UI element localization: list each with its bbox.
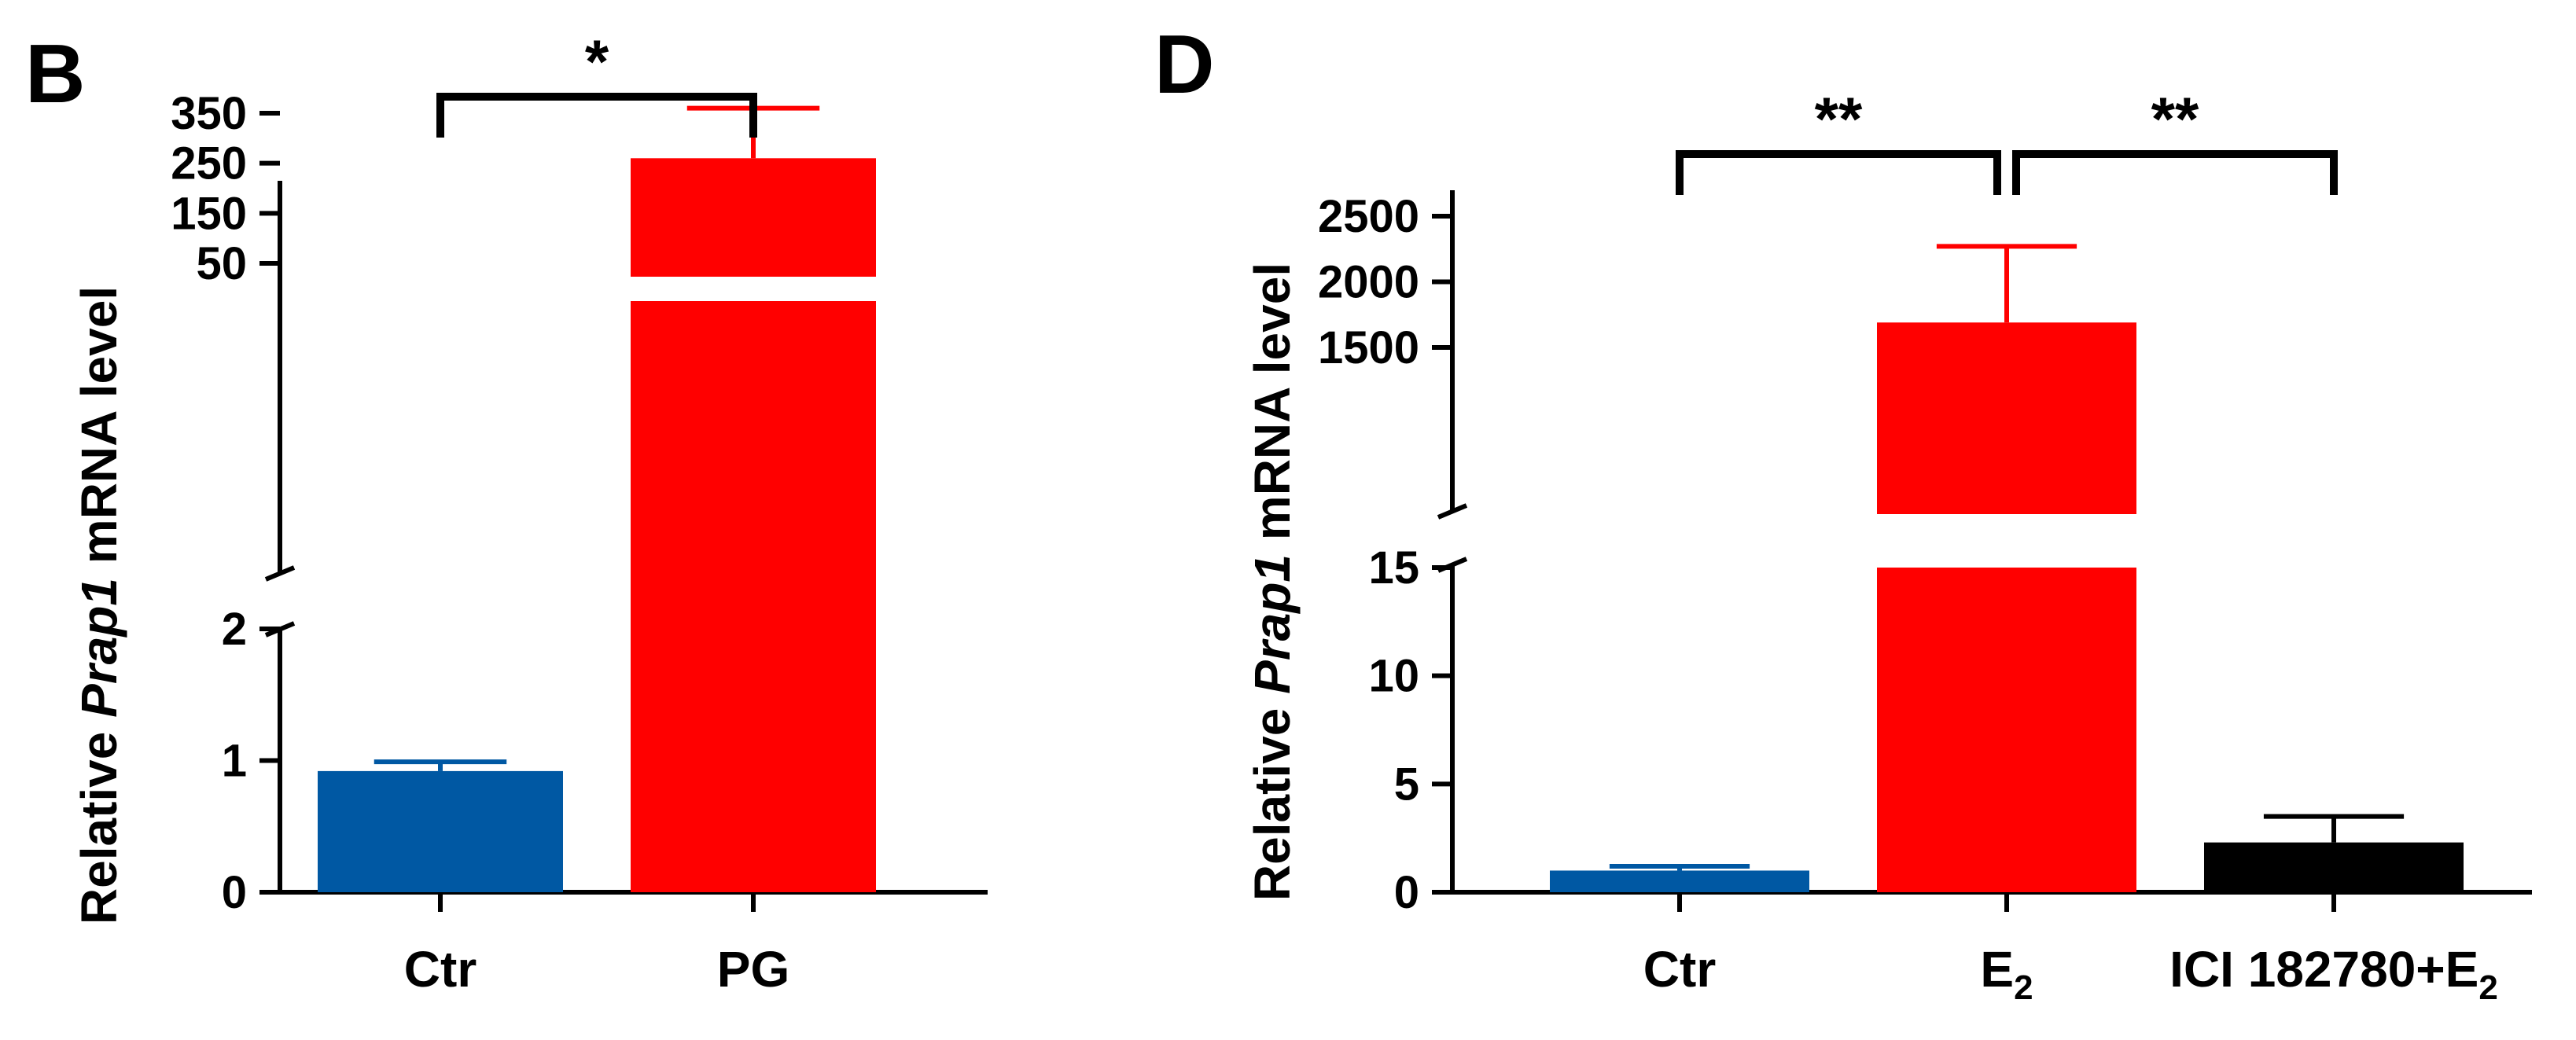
panel-b-significance-bracket — [436, 93, 757, 138]
panel-d-y-lower-tick-label: 15 — [1368, 542, 1419, 593]
panel-b-bar-upper-segment — [631, 158, 876, 277]
panel-d-significance-bracket — [2012, 150, 2338, 195]
panel-d-bar-lower-segment — [1877, 568, 2136, 892]
panel-d-significance-bracket — [1676, 150, 2001, 195]
panel-b-bar-lower-segment — [631, 301, 876, 892]
panel-b-axis-break-1 — [264, 565, 296, 582]
panel-d: D Relative Prap1 mRNA level 1500 2000 2500… — [1154, 18, 2532, 1007]
panel-d-y-upper-tick-label: 2500 — [1318, 191, 1419, 242]
panel-b-significance-label: * — [585, 27, 609, 96]
panel-d-lower-ticks: 0 5 10 15 — [1368, 542, 1452, 918]
panel-b-y-lower-tick-label: 2 — [222, 604, 247, 655]
panel-d-bar — [2204, 842, 2464, 892]
panel-d-y-lower-tick-label: 0 — [1394, 867, 1419, 918]
panel-b: B Relative Prap1 mRNA level 50150250350 … — [25, 27, 988, 998]
panel-b-bars — [318, 158, 876, 892]
panel-d-errorbars — [1609, 244, 2405, 871]
panel-b-y-upper-tick-label: 350 — [171, 88, 247, 139]
panel-b-letter: B — [25, 28, 86, 120]
panel-b-lower-ticks: 0 1 2 — [222, 604, 280, 918]
panel-b-y-upper-tick-label: 150 — [171, 188, 247, 239]
panel-d-significance: ** ** — [1676, 84, 2338, 195]
panel-b-y-upper-tick-label: 250 — [171, 138, 247, 189]
panel-d-x-tick-label: E2 — [1980, 941, 2033, 1007]
panel-d-y-lower-tick-label: 5 — [1394, 759, 1419, 810]
panel-d-x-tick-label: Ctr — [1643, 941, 1716, 998]
panel-d-letter: D — [1154, 18, 1215, 111]
panel-b-ylabel: Relative Prap1 mRNA level — [71, 286, 127, 924]
panel-d-y-lower-tick-label: 10 — [1368, 651, 1419, 702]
panel-b-x-tick-label: Ctr — [404, 941, 477, 998]
panel-b-significance: * — [436, 27, 757, 138]
panel-d-bars — [1550, 322, 2464, 892]
panel-b-y-lower-tick-label: 1 — [222, 736, 247, 787]
panel-d-bar — [1550, 870, 1809, 892]
panel-d-bar-upper-segment — [1877, 322, 2136, 514]
panel-d-ylabel: Relative Prap1 mRNA level — [1244, 263, 1301, 901]
panel-d-y-upper-tick-label: 2000 — [1318, 257, 1419, 308]
panel-d-y-upper-tick-label: 1500 — [1318, 322, 1419, 373]
panel-d-upper-ticks: 1500 2000 2500 — [1318, 191, 1452, 373]
panel-d-xticks: Ctr E2 ICI 182780+E2 — [1643, 892, 2498, 1007]
panel-b-bar — [318, 770, 563, 892]
panel-b-y-lower-tick-label: 0 — [222, 867, 247, 918]
panel-d-x-tick-label: ICI 182780+E2 — [2169, 941, 2498, 1007]
panel-d-significance-label: ** — [1815, 84, 1863, 153]
panel-d-axis-break-1 — [1437, 503, 1468, 520]
panel-d-significance-label: ** — [2151, 84, 2199, 153]
panel-b-x-tick-label: PG — [717, 941, 789, 998]
panel-b-y-upper-tick-label: 50 — [196, 238, 247, 289]
panel-b-xticks: Ctr PG — [404, 892, 789, 998]
